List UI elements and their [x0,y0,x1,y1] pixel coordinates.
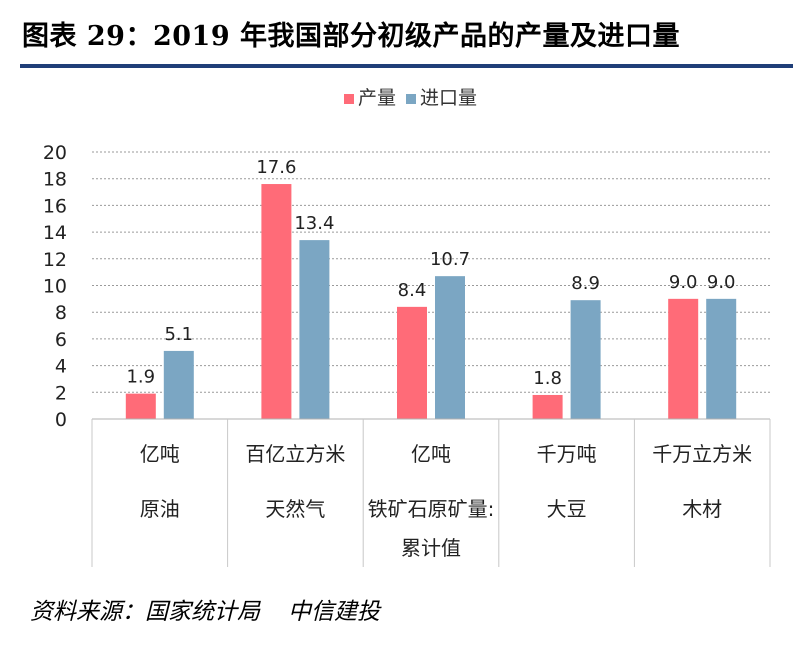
source-org: 中信建投 [288,599,380,625]
category-unit: 亿吨 [140,442,180,466]
y-tick-label: 14 [43,222,67,244]
category-name: 天然气 [265,497,325,521]
category-unit: 千万吨 [537,442,597,466]
data-label: 8.9 [571,273,600,294]
category-name: 木材 [682,497,722,521]
bar [125,393,156,419]
category-unit: 百亿立方米 [245,442,345,466]
figure-title: 图表 29：2019 年我国部分初级产品的产量及进口量 [22,21,681,52]
bar [261,184,292,419]
bar [397,306,427,419]
category-name: 大豆 [547,497,587,521]
source-note: 资料来源：国家统计局 中信建投 [30,592,380,626]
legend-swatch [344,94,354,104]
data-label: 9.0 [707,272,736,293]
y-tick-label: 12 [43,249,67,271]
bar [435,276,465,419]
y-tick-label: 16 [43,195,67,217]
bar [668,298,699,419]
data-label: 13.4 [294,213,334,234]
source-label: 资料来源：国家统计局 [30,599,260,625]
category-unit: 千万立方米 [652,442,752,466]
y-tick-label: 20 [43,142,67,164]
category-name: 累计值 [401,536,461,560]
y-tick-label: 2 [55,382,67,404]
category-name: 铁矿石原矿量: [368,497,495,521]
category-unit: 亿吨 [411,442,451,466]
y-tick-label: 10 [43,276,67,298]
bar [532,394,563,419]
category-name: 原油 [140,497,180,521]
data-label: 17.6 [256,157,296,178]
y-tick-label: 6 [55,329,67,351]
data-label: 5.1 [164,324,193,345]
legend-swatch [406,94,416,104]
y-tick-label: 8 [55,302,67,324]
data-label: 8.4 [398,280,427,301]
bar [706,298,737,419]
data-label: 1.9 [126,367,155,388]
title-rule [20,64,793,68]
y-tick-label: 4 [55,356,67,378]
bar [299,240,330,419]
data-label: 10.7 [430,249,470,270]
bar [163,350,194,419]
data-label: 1.8 [533,368,562,389]
bar [570,300,601,419]
legend-label: 进口量 [420,87,477,109]
y-tick-label: 18 [43,169,67,191]
data-label: 9.0 [669,272,698,293]
legend-label: 产量 [358,87,396,109]
y-tick-label: 0 [55,409,67,431]
